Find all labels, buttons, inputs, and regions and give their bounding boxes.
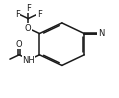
Text: F: F <box>37 10 42 19</box>
Text: O: O <box>25 24 32 33</box>
Text: NH: NH <box>22 56 35 65</box>
Text: F: F <box>26 4 31 13</box>
Text: N: N <box>98 29 104 38</box>
Text: O: O <box>16 40 22 49</box>
Text: F: F <box>15 10 20 19</box>
